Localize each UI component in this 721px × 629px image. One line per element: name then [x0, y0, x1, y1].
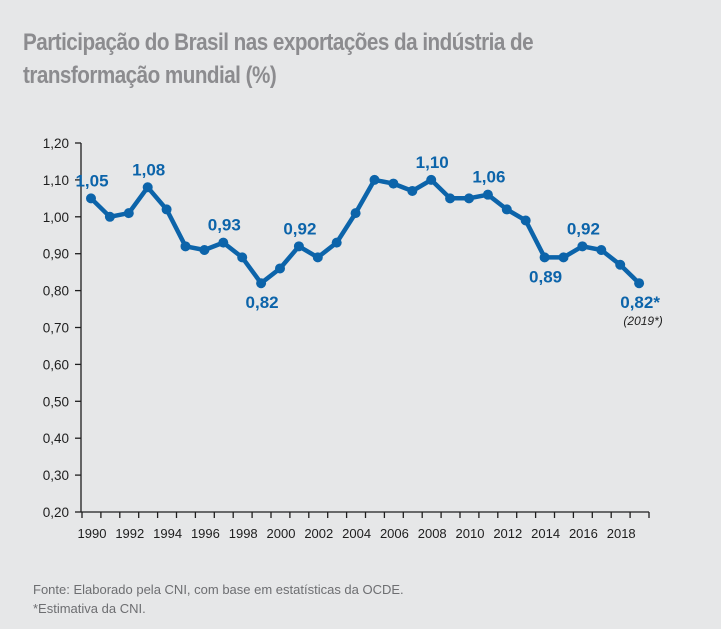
x-tick-label: 1998 [229, 526, 258, 541]
data-label: 1,08 [132, 160, 165, 179]
chart-title-line-2: transformação mundial (%) [23, 62, 277, 89]
x-tick-label: 2006 [380, 526, 409, 541]
data-point [237, 252, 248, 263]
data-label: 1,05 [75, 171, 108, 190]
x-tick-label: 1990 [78, 526, 107, 541]
data-label: 0,92 [567, 219, 600, 238]
x-tick-label: 2000 [267, 526, 296, 541]
data-point [86, 193, 96, 204]
y-tick-label: 1,00 [43, 210, 69, 225]
x-tick-label: 2002 [304, 526, 333, 541]
data-point [123, 208, 134, 219]
data-point [426, 174, 437, 185]
data-point [520, 215, 531, 226]
data-point [577, 241, 588, 252]
data-point [501, 204, 512, 215]
chart-title: Participação do Brasil nas exportações d… [23, 26, 677, 92]
data-point [634, 278, 645, 289]
data-point [596, 245, 607, 256]
y-axis-ticks: 1,20 1,10 1,00 0,90 0,80 0,70 0,60 0,50 0,40 0,30… [43, 136, 81, 520]
data-point [388, 178, 399, 189]
x-tick-label: 1996 [191, 526, 220, 541]
y-tick-label: 1,20 [43, 136, 69, 151]
data-point [199, 245, 210, 256]
data-point [331, 237, 342, 248]
data-point [558, 252, 569, 263]
x-tick-label: 1994 [153, 526, 182, 541]
data-point [369, 174, 380, 185]
y-tick-label: 0,70 [43, 321, 69, 336]
chart-title-line-1: Participação do Brasil nas exportações d… [23, 29, 534, 56]
data-labels: 1,05 1,08 0,93 0,82 0,92 1,10 1,06 0,89 0,92 0,82… [75, 153, 662, 328]
data-label: 0,92 [283, 219, 316, 238]
data-label: 0,93 [208, 216, 241, 235]
data-point [218, 237, 229, 248]
data-point [482, 189, 493, 200]
estimate-note: *Estimativa da CNI. [33, 601, 146, 616]
data-label: 0,82* [620, 293, 660, 312]
y-tick-label: 0,80 [43, 284, 69, 299]
y-tick-label: 0,20 [43, 505, 69, 520]
data-label: 0,82 [246, 293, 279, 312]
data-label: 0,89 [529, 267, 562, 286]
chart-footer: Fonte: Elaborado pela CNI, com base em e… [33, 580, 404, 618]
data-point [180, 241, 191, 252]
x-axis-ticks: 1990 1992 1994 1996 1998 2000 2002 2004 2006 2008… [78, 512, 650, 541]
data-point [142, 182, 153, 193]
y-tick-label: 0,90 [43, 247, 69, 262]
x-tick-label: 2008 [418, 526, 447, 541]
data-point [539, 252, 550, 263]
x-tick-label: 1992 [115, 526, 144, 541]
data-label-note: (2019*) [623, 314, 662, 328]
x-tick-label: 2014 [531, 526, 560, 541]
data-point [407, 185, 418, 196]
x-tick-label: 2012 [493, 526, 522, 541]
series-group [86, 174, 645, 289]
x-tick-label: 2010 [456, 526, 485, 541]
y-tick-label: 0,40 [43, 431, 69, 446]
x-tick-label: 2004 [342, 526, 371, 541]
data-point [293, 241, 304, 252]
x-tick-label: 2016 [569, 526, 598, 541]
data-point [275, 263, 285, 274]
data-label: 1,10 [416, 153, 449, 172]
source-note: Fonte: Elaborado pela CNI, com base em e… [33, 582, 404, 597]
data-label: 1,06 [472, 168, 505, 187]
y-tick-label: 0,60 [43, 357, 69, 372]
x-tick-label: 2018 [607, 526, 636, 541]
data-point [350, 208, 361, 219]
y-tick-label: 1,10 [43, 173, 69, 188]
y-tick-label: 0,30 [43, 468, 69, 483]
data-point [312, 252, 323, 263]
data-point [445, 193, 456, 204]
y-tick-label: 0,50 [43, 394, 69, 409]
data-point [464, 193, 474, 204]
data-point [615, 259, 626, 270]
data-point [104, 211, 115, 222]
data-point [161, 204, 172, 215]
data-point [256, 278, 267, 289]
